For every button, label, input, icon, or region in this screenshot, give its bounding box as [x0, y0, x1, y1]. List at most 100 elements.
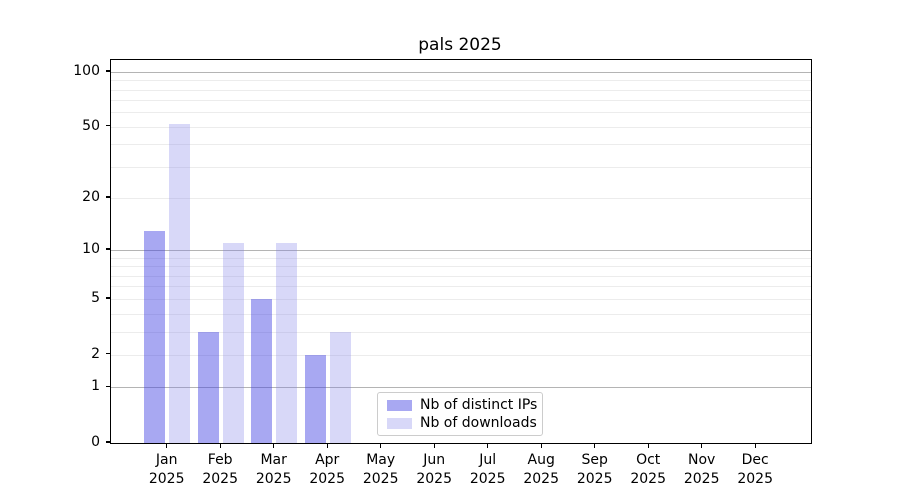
x-tick-year: 2025 [737, 471, 773, 487]
gridline-minor [111, 275, 811, 277]
x-tick-label-jun: Jun 2025 [402, 451, 466, 489]
y-tick-mark [106, 385, 110, 387]
gridline-minor [111, 112, 811, 114]
x-tick-month: Jul [479, 452, 497, 468]
bar-distinct-ips [304, 354, 326, 443]
x-tick-year: 2025 [255, 471, 292, 487]
x-tick-label-nov: Nov 2025 [670, 451, 734, 489]
legend-label: Nb of distinct IPs [420, 397, 538, 413]
legend-item: Nb of downloads [378, 416, 542, 430]
y-tick-label: 5 [91, 289, 100, 306]
x-tick-month: Mar [260, 452, 287, 468]
x-tick-month: Aug [527, 452, 555, 468]
x-tick-label-jan: Jan 2025 [135, 451, 199, 489]
x-tick-month: Jan [155, 452, 178, 468]
x-tick-label-jul: Jul 2025 [456, 451, 520, 489]
x-tick-label-may: May 2025 [349, 451, 413, 489]
legend-label: Nb of downloads [420, 415, 537, 431]
bar-distinct-ips [144, 230, 166, 443]
legend-swatch-distinct-ips [387, 399, 412, 411]
gridline-minor [111, 313, 811, 315]
y-tick-mark [106, 352, 110, 355]
gridline-minor [111, 354, 811, 356]
x-tick-year: 2025 [523, 471, 559, 487]
x-tick-label-dec: Dec 2025 [723, 451, 787, 489]
bar-distinct-ips [197, 331, 219, 443]
x-tick-label-sep: Sep 2025 [563, 451, 627, 489]
y-tick-mark [106, 441, 110, 443]
bar-downloads [276, 243, 298, 443]
gridline-major [111, 71, 811, 73]
x-tick-mark [594, 444, 596, 448]
x-tick-month: May [366, 452, 396, 468]
x-tick-month: Oct [636, 452, 661, 468]
x-tick-mark [219, 444, 221, 448]
x-tick-mark [380, 444, 382, 448]
plot-area [110, 59, 812, 444]
x-tick-month: Dec [741, 452, 769, 468]
x-tick-mark [754, 444, 756, 448]
y-tick-mark [106, 248, 110, 250]
bar-downloads [169, 123, 191, 443]
gridline-major [111, 250, 811, 252]
x-tick-year: 2025 [148, 471, 185, 487]
x-tick-year: 2025 [416, 471, 452, 487]
x-tick-year: 2025 [576, 471, 613, 487]
x-tick-month: Nov [688, 452, 716, 468]
gridline-minor [111, 257, 811, 259]
x-tick-mark [487, 444, 489, 448]
x-tick-mark [166, 444, 168, 448]
x-tick-mark [326, 444, 328, 448]
gridline-minor [111, 100, 811, 102]
gridline-minor [111, 144, 811, 146]
gridline-minor [111, 89, 811, 91]
x-tick-month: Apr [315, 452, 340, 468]
x-tick-month: Sep [581, 452, 608, 468]
y-tick-label: 20 [82, 189, 100, 206]
x-tick-year: 2025 [683, 471, 720, 487]
y-tick-mark [106, 196, 110, 198]
y-tick-label: 50 [82, 117, 100, 134]
y-tick-label: 2 [91, 345, 100, 362]
x-tick-mark [433, 444, 435, 448]
x-tick-mark [647, 444, 649, 448]
gridline-minor [111, 80, 811, 82]
x-tick-mark [540, 444, 542, 448]
x-tick-mark [701, 444, 703, 448]
bar-downloads [329, 331, 351, 443]
y-tick-label: 100 [73, 62, 100, 79]
bar-downloads [222, 243, 244, 443]
legend: Nb of distinct IPs Nb of downloads [377, 392, 543, 436]
gridline-minor [111, 331, 811, 333]
x-tick-year: 2025 [469, 471, 506, 487]
legend-item: Nb of distinct IPs [378, 398, 542, 412]
x-tick-year: 2025 [309, 471, 345, 487]
x-tick-year: 2025 [630, 471, 666, 487]
y-tick-mark [106, 125, 110, 127]
gridline-minor [111, 286, 811, 288]
x-tick-mark [273, 444, 275, 448]
y-tick-mark [106, 70, 110, 72]
gridline-major [111, 387, 811, 389]
y-tick-mark [106, 297, 110, 299]
x-tick-label-apr: Apr 2025 [295, 451, 359, 489]
gridline-minor [111, 166, 811, 168]
x-tick-label-mar: Mar 2025 [242, 451, 306, 489]
gridline-minor [111, 198, 811, 200]
bar-distinct-ips [251, 298, 273, 443]
y-tick-label: 0 [91, 434, 100, 450]
gridline-minor [111, 126, 811, 128]
x-tick-year: 2025 [202, 471, 238, 487]
gridline-minor [111, 266, 811, 268]
x-tick-year: 2025 [362, 471, 399, 487]
x-tick-label-aug: Aug 2025 [509, 451, 573, 489]
y-tick-label: 1 [91, 378, 100, 395]
x-tick-label-oct: Oct 2025 [616, 451, 680, 489]
x-tick-month: Jun [423, 452, 446, 468]
chart-title: pals 2025 [418, 35, 502, 55]
gridline-minor [111, 298, 811, 300]
x-tick-label-feb: Feb 2025 [188, 451, 252, 489]
legend-swatch-downloads [387, 417, 412, 429]
y-tick-label: 10 [82, 241, 100, 258]
